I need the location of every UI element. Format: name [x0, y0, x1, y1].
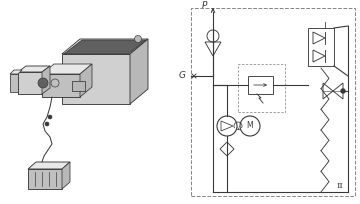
Bar	[191, 8, 355, 196]
Polygon shape	[72, 81, 85, 91]
Bar	[238, 64, 285, 112]
Circle shape	[48, 115, 52, 119]
Text: II: II	[337, 182, 343, 190]
Polygon shape	[42, 74, 80, 97]
Circle shape	[51, 79, 59, 87]
Circle shape	[135, 35, 141, 42]
Polygon shape	[18, 72, 42, 94]
Polygon shape	[42, 64, 92, 74]
Polygon shape	[130, 39, 148, 104]
Polygon shape	[62, 39, 148, 54]
Text: M: M	[247, 122, 253, 131]
Polygon shape	[28, 162, 70, 169]
Polygon shape	[80, 64, 92, 97]
Polygon shape	[62, 162, 70, 189]
Polygon shape	[62, 54, 130, 104]
Text: P: P	[202, 1, 207, 10]
Circle shape	[38, 78, 48, 88]
Polygon shape	[10, 70, 22, 74]
Polygon shape	[42, 66, 50, 94]
Text: G: G	[179, 71, 186, 81]
Circle shape	[341, 89, 345, 93]
Polygon shape	[10, 74, 18, 92]
Circle shape	[45, 122, 49, 126]
Bar	[308, 28, 334, 66]
Bar	[248, 76, 273, 94]
Polygon shape	[28, 169, 62, 189]
Polygon shape	[64, 40, 146, 54]
Polygon shape	[18, 66, 50, 72]
